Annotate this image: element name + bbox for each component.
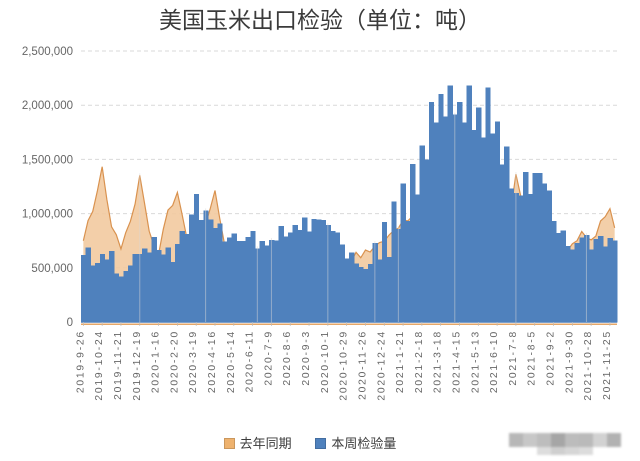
svg-text:2019-12-19: 2019-12-19: [132, 330, 143, 401]
svg-text:2020-11-26: 2020-11-26: [357, 330, 368, 400]
svg-text:2019-10-24: 2019-10-24: [94, 330, 105, 401]
svg-text:2020-1-16: 2020-1-16: [151, 330, 162, 393]
svg-text:2,000,000: 2,000,000: [22, 100, 73, 112]
svg-text:1,500,000: 1,500,000: [22, 154, 73, 166]
svg-text:2021-10-28: 2021-10-28: [583, 330, 594, 401]
svg-text:2021-2-18: 2021-2-18: [414, 330, 425, 393]
svg-text:2020-6-11: 2020-6-11: [245, 330, 256, 392]
svg-text:500,000: 500,000: [31, 263, 73, 275]
svg-text:2020-5-14: 2020-5-14: [226, 330, 237, 393]
svg-text:1,000,000: 1,000,000: [22, 209, 73, 221]
svg-text:2020-8-6: 2020-8-6: [282, 330, 293, 386]
svg-text:2021-9-2: 2021-9-2: [546, 330, 557, 386]
svg-text:2020-10-1: 2020-10-1: [320, 330, 331, 393]
svg-text:2021-5-13: 2021-5-13: [470, 330, 481, 393]
svg-text:2020-2-20: 2020-2-20: [169, 330, 180, 393]
svg-text:2020-7-9: 2020-7-9: [263, 330, 274, 386]
svg-text:2021-3-18: 2021-3-18: [433, 330, 444, 393]
svg-text:2019-11-21: 2019-11-21: [113, 330, 124, 400]
svg-text:2020-9-3: 2020-9-3: [301, 330, 312, 386]
svg-text:2020-4-16: 2020-4-16: [207, 330, 218, 393]
svg-text:2021-9-30: 2021-9-30: [564, 330, 575, 393]
svg-text:2021-4-15: 2021-4-15: [451, 330, 462, 393]
svg-text:2021-6-10: 2021-6-10: [489, 330, 500, 393]
svg-text:2020-10-29: 2020-10-29: [339, 330, 350, 401]
svg-text:2021-8-5: 2021-8-5: [527, 330, 538, 386]
svg-text:2021-7-8: 2021-7-8: [508, 330, 519, 386]
svg-text:0: 0: [67, 317, 73, 329]
svg-text:2,500,000: 2,500,000: [22, 46, 73, 58]
svg-text:2021-11-25: 2021-11-25: [602, 330, 613, 400]
svg-text:2020-12-24: 2020-12-24: [376, 330, 387, 401]
svg-text:2020-3-19: 2020-3-19: [188, 330, 199, 393]
svg-text:2019-9-26: 2019-9-26: [75, 330, 86, 393]
svg-text:2021-1-21: 2021-1-21: [395, 330, 406, 393]
